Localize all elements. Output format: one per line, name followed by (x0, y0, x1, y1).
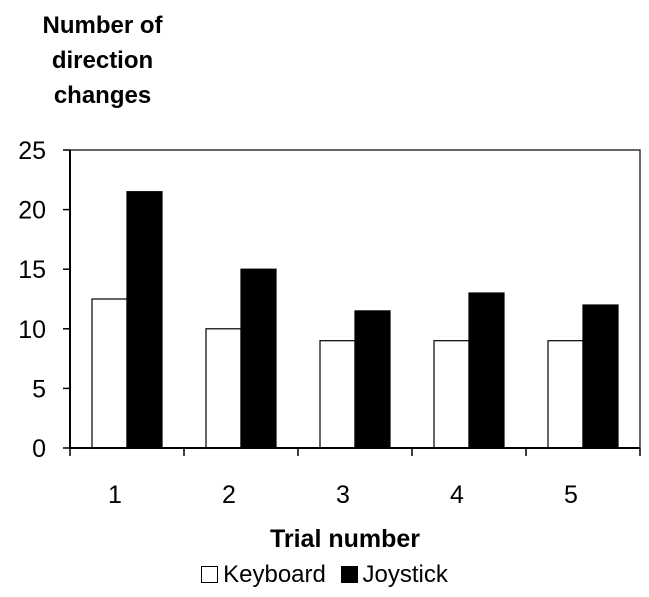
bar-keyboard-3 (319, 340, 356, 449)
bar-joystick-5 (582, 304, 619, 449)
x-tick-label-3: 3 (336, 481, 350, 509)
y-tick-label-25: 25 (18, 137, 46, 165)
legend-label-joystick: Joystick (362, 561, 448, 588)
x-tick-label-2: 2 (222, 481, 236, 509)
axes-group: 0 5 10 15 20 25 1 2 3 4 5 (18, 137, 641, 509)
legend-item-keyboard: Keyboard (201, 560, 326, 590)
legend-item-joystick: Joystick (340, 560, 448, 590)
bar-joystick-4 (468, 292, 505, 449)
y-tick-label-5: 5 (32, 375, 46, 403)
bar-joystick-1 (126, 191, 163, 449)
legend-swatch-keyboard (201, 566, 219, 583)
legend-label-keyboard: Keyboard (223, 561, 326, 588)
y-axis-label-line-3: changes (53, 82, 152, 109)
legend: Keyboard Joystick (0, 560, 649, 590)
legend-swatch-joystick (340, 566, 358, 583)
x-tick-label-1: 1 (108, 481, 122, 509)
bar-keyboard-5 (547, 340, 584, 449)
x-axis-label: Trial number (270, 525, 420, 553)
bars-group (91, 191, 619, 449)
bar-joystick-3 (354, 310, 391, 449)
y-axis-label-line-1: Number of (42, 12, 163, 39)
bar-joystick-2 (240, 268, 277, 449)
bar-keyboard-1 (91, 298, 128, 449)
x-tick-label-5: 5 (564, 481, 578, 509)
y-tick-label-15: 15 (18, 256, 46, 284)
bar-keyboard-2 (205, 328, 242, 449)
y-axis-label-line-2: direction (51, 47, 154, 74)
y-tick-label-20: 20 (18, 197, 46, 225)
y-tick-label-0: 0 (32, 435, 46, 463)
y-axis-label: Number of direction changes (0, 8, 205, 113)
bar-keyboard-4 (433, 340, 470, 449)
y-tick-label-10: 10 (18, 316, 46, 344)
x-tick-label-4: 4 (450, 481, 464, 509)
